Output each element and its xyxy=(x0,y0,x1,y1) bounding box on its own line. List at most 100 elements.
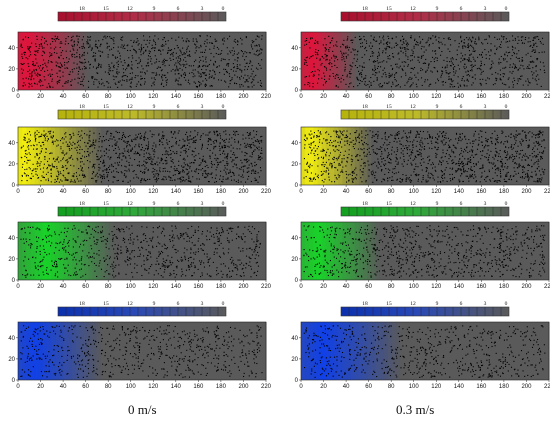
particle xyxy=(325,161,327,163)
heatmap-cell xyxy=(146,32,151,90)
x-tick-label: 120 xyxy=(431,94,442,100)
particle xyxy=(455,170,457,172)
particle xyxy=(513,156,516,158)
particle xyxy=(221,139,223,141)
particle xyxy=(373,70,375,72)
heatmap-cell xyxy=(404,127,409,185)
particle xyxy=(230,52,232,54)
particle xyxy=(454,40,456,42)
particle xyxy=(78,144,80,146)
particle xyxy=(35,68,37,70)
particle xyxy=(188,148,190,150)
particle xyxy=(386,61,388,63)
particle xyxy=(401,137,403,139)
particle xyxy=(180,64,182,66)
particle xyxy=(49,85,51,87)
particle xyxy=(420,77,423,79)
particle xyxy=(193,151,195,153)
particle xyxy=(153,176,155,178)
particle xyxy=(411,54,413,57)
particle xyxy=(409,60,412,62)
particle xyxy=(36,154,38,156)
particle xyxy=(226,161,228,163)
particle xyxy=(66,145,68,147)
particle xyxy=(120,165,123,167)
particle xyxy=(468,177,470,179)
heatmap-cell xyxy=(220,32,226,90)
particle xyxy=(67,61,70,63)
particle xyxy=(387,168,389,170)
particle xyxy=(131,148,133,150)
particle xyxy=(488,35,490,37)
particle xyxy=(146,39,148,41)
particle xyxy=(202,72,204,74)
particle xyxy=(532,74,534,76)
particle xyxy=(61,165,64,167)
particle xyxy=(535,65,537,67)
particle xyxy=(38,81,40,83)
particle xyxy=(452,178,454,181)
particle xyxy=(365,181,367,183)
particle xyxy=(201,51,204,53)
particle xyxy=(88,43,90,45)
particle xyxy=(436,57,438,59)
particle xyxy=(361,80,363,83)
particle xyxy=(174,80,177,82)
particle xyxy=(371,164,373,166)
heatmap-cell xyxy=(515,32,521,90)
particle xyxy=(249,52,252,54)
particle xyxy=(147,46,149,48)
particle xyxy=(111,37,113,39)
particle xyxy=(383,163,385,165)
particle xyxy=(39,74,41,76)
particle xyxy=(254,161,256,163)
particle xyxy=(408,155,410,157)
particle xyxy=(51,38,53,40)
particle xyxy=(136,41,138,43)
particle xyxy=(309,180,311,182)
particle xyxy=(51,141,53,143)
particle xyxy=(490,67,492,69)
particle xyxy=(100,156,102,158)
particle xyxy=(256,139,258,141)
particle xyxy=(139,60,141,63)
particle xyxy=(194,136,196,138)
particle xyxy=(260,82,262,84)
particle xyxy=(337,169,339,171)
particle xyxy=(248,164,250,166)
particle xyxy=(215,145,217,147)
particle xyxy=(76,63,78,65)
particle xyxy=(517,68,519,70)
particle xyxy=(468,37,470,39)
particle xyxy=(544,71,546,74)
particle xyxy=(132,170,134,173)
particle xyxy=(406,137,408,139)
particle xyxy=(191,150,193,152)
particle xyxy=(163,74,165,76)
particle xyxy=(228,146,230,148)
particle xyxy=(147,138,149,140)
particle xyxy=(126,45,128,47)
particle xyxy=(36,174,38,176)
particle xyxy=(34,54,36,56)
particle xyxy=(78,131,80,133)
particle xyxy=(141,49,143,51)
particle xyxy=(213,146,215,148)
particle xyxy=(311,133,313,135)
particle xyxy=(538,160,540,162)
particle xyxy=(402,41,404,43)
particle xyxy=(195,47,197,49)
particle xyxy=(463,80,465,82)
particle xyxy=(126,67,128,69)
particle xyxy=(523,68,525,70)
particle xyxy=(374,152,376,154)
particle xyxy=(344,66,346,68)
heatmap-cell xyxy=(495,32,500,90)
particle xyxy=(46,167,49,169)
particle xyxy=(402,145,404,147)
particle xyxy=(461,160,463,163)
particle xyxy=(402,69,404,72)
particle xyxy=(410,85,412,87)
particle xyxy=(234,138,236,141)
particle xyxy=(537,36,539,38)
